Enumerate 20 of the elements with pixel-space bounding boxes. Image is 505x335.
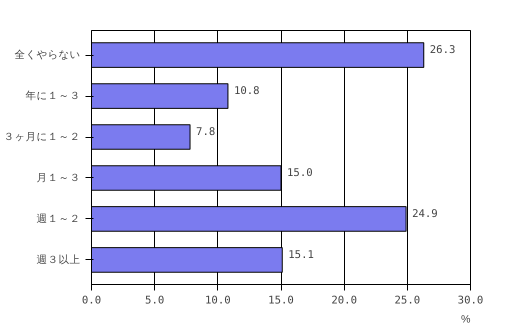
- data-label: 24.9: [412, 206, 438, 220]
- x-tick-label: 10.0: [205, 294, 231, 306]
- y-tick-label: 全くやらない: [14, 49, 80, 62]
- data-label: 10.8: [234, 84, 260, 98]
- data-label: 26.3: [430, 43, 456, 56]
- x-tick-label: 20.0: [331, 294, 358, 306]
- data-label: 15.0: [287, 166, 313, 179]
- data-label: 7.8: [196, 125, 216, 138]
- x-tick-label: 30.0: [458, 294, 484, 306]
- x-tick-label: 25.0: [394, 294, 420, 306]
- y-tick-label: 月１～３: [36, 172, 80, 184]
- x-tick-label: 0.0: [82, 294, 102, 306]
- x-tick-label: 15.0: [268, 294, 294, 306]
- x-axis-title: %: [461, 314, 472, 326]
- y-tick-label: 週３以上: [36, 252, 80, 266]
- data-label: 15.1: [288, 248, 314, 261]
- y-tick-label: ３ヶ月に１～２: [4, 131, 80, 144]
- y-tick-label: 週１～２: [36, 212, 80, 225]
- y-tick-label: 年に１～３: [26, 90, 80, 102]
- x-tick-label: 5.0: [145, 294, 164, 306]
